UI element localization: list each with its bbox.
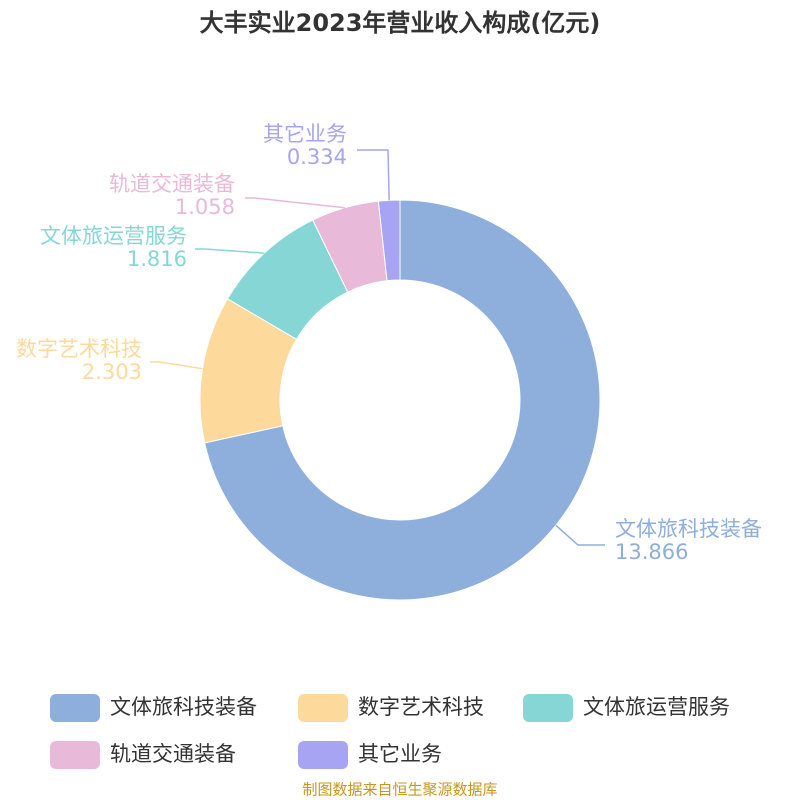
donut-slice	[204, 199, 601, 601]
leader-line	[195, 248, 265, 254]
legend-label: 文体旅运营服务	[583, 695, 730, 719]
chart-title: 大丰实业2023年营业收入构成(亿元)	[200, 9, 601, 37]
legend-swatch	[50, 694, 100, 722]
leader-line	[150, 361, 203, 370]
legend-swatch	[50, 741, 100, 769]
leader-line	[555, 524, 605, 546]
slice-label: 其它业务	[263, 122, 347, 146]
slice-label: 数字艺术科技	[16, 337, 142, 361]
leader-line	[357, 149, 390, 201]
legend-label: 轨道交通装备	[110, 742, 236, 766]
legend-label: 数字艺术科技	[358, 695, 484, 719]
value-label: 1.816	[127, 247, 187, 271]
donut-slice	[377, 199, 401, 282]
source-note: 制图数据来自恒生聚源数据库	[302, 781, 497, 799]
legend-swatch	[523, 694, 573, 722]
slice-label: 文体旅运营服务	[40, 224, 187, 248]
legend-swatch	[298, 694, 348, 722]
value-label: 0.334	[287, 145, 347, 169]
value-label: 2.303	[82, 360, 142, 384]
value-label: 13.866	[615, 540, 688, 564]
value-label: 1.058	[175, 195, 235, 219]
legend-label: 其它业务	[358, 742, 442, 766]
slice-label: 轨道交通装备	[109, 172, 235, 196]
leader-line	[245, 197, 345, 209]
legend-swatch	[298, 741, 348, 769]
legend-label: 文体旅科技装备	[110, 695, 257, 719]
slice-label: 文体旅科技装备	[615, 517, 762, 541]
